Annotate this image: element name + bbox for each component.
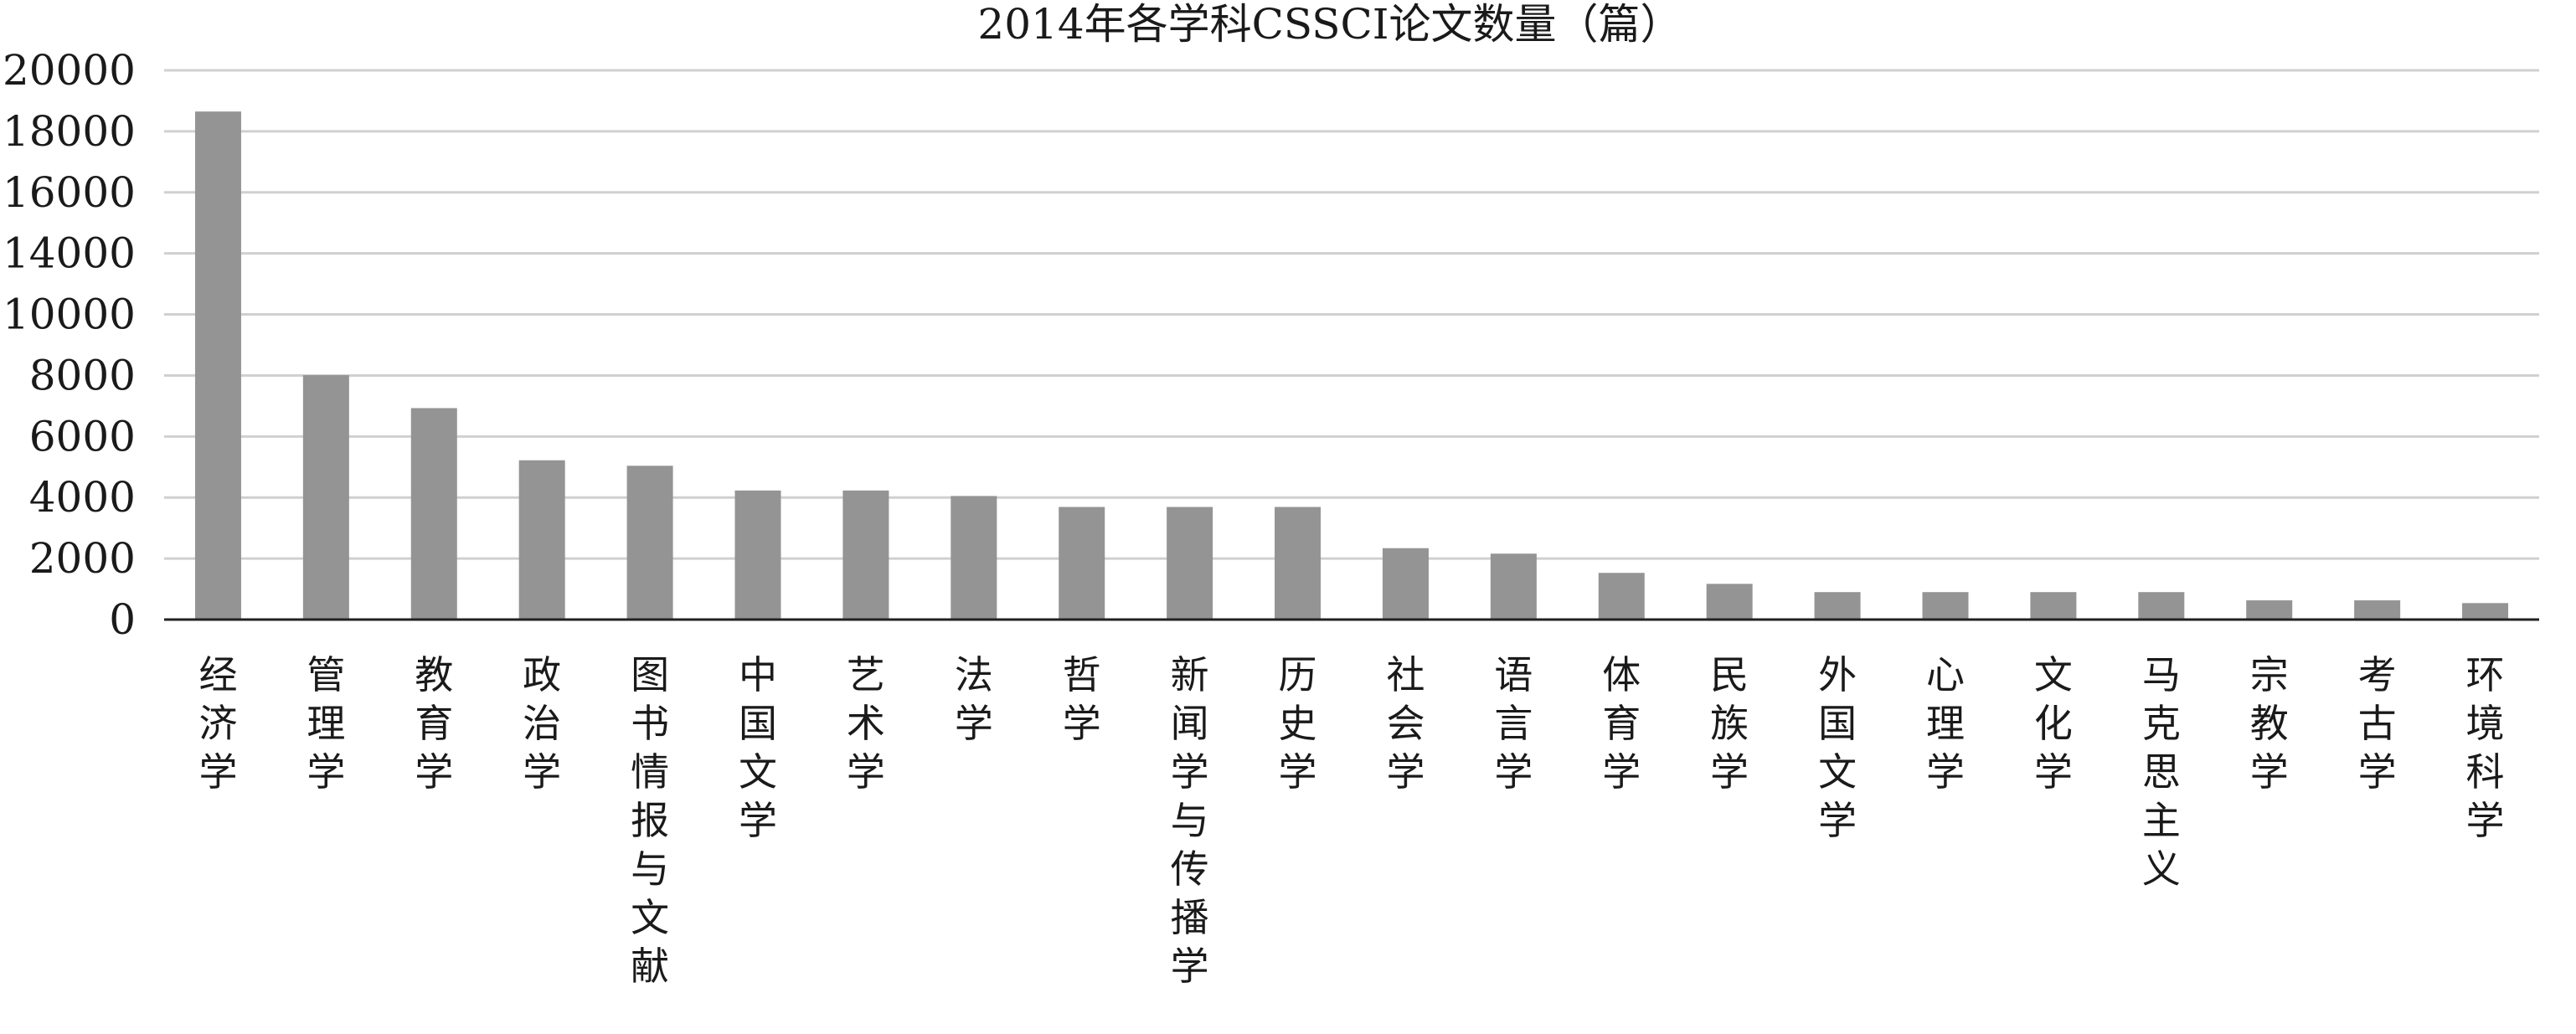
category-label: 考古学 [2358, 652, 2397, 795]
y-tick-label: 16000 [3, 168, 136, 217]
y-tick-label: 18000 [3, 107, 136, 156]
chart-title: 2014年各学科CSSCI论文数量（篇） [977, 0, 1682, 49]
bar-2 [302, 375, 349, 620]
y-tick-label: 2000 [29, 534, 136, 583]
y-tick-label: 0 [109, 595, 136, 644]
bar-3 [410, 408, 457, 620]
category-label: 政治学 [523, 652, 561, 795]
category-label: 经济学 [198, 652, 237, 795]
bar-13 [1490, 553, 1537, 620]
bars [194, 111, 2509, 620]
bar-8 [951, 496, 997, 620]
y-tick-labels: 0 2000 4000 6000 8000 10000 14000 16000 18000 200… [3, 46, 136, 644]
category-label: 马克思主义 [2142, 652, 2181, 892]
category-label: 历史学 [1279, 652, 1317, 795]
bar-4 [518, 460, 565, 620]
bar-21 [2354, 600, 2401, 620]
category-label: 宗教学 [2250, 652, 2289, 795]
bar-7 [842, 490, 889, 620]
bar-16 [1814, 592, 1861, 620]
category-label: 图书情报与文献 [631, 652, 669, 989]
y-tick-label: 8000 [29, 351, 136, 399]
bar-1 [194, 111, 241, 620]
category-label: 中国文学 [739, 652, 777, 843]
category-label: 哲学 [1063, 652, 1101, 746]
bar-5 [626, 466, 673, 620]
category-label: 艺术学 [847, 652, 885, 795]
category-label: 心理学 [1926, 652, 1965, 795]
category-label: 新闻学与传播学 [1171, 652, 1209, 989]
category-label: 社会学 [1386, 652, 1425, 795]
y-tick-label: 20000 [3, 46, 136, 95]
bar-12 [1382, 548, 1429, 620]
category-label: 语言学 [1494, 652, 1533, 795]
category-label: 文化学 [2034, 652, 2073, 795]
category-label: 环境科学 [2466, 652, 2505, 843]
y-tick-label: 10000 [3, 291, 136, 339]
bar-15 [1706, 584, 1753, 620]
y-tick-label: 14000 [3, 229, 136, 278]
bar-17 [1922, 592, 1969, 620]
bar-11 [1275, 507, 1321, 620]
bar-10 [1167, 507, 1213, 620]
bar-20 [2246, 600, 2293, 620]
bar-22 [2462, 603, 2509, 620]
category-label: 法学 [955, 652, 993, 746]
category-label: 管理学 [307, 652, 345, 795]
y-tick-label: 4000 [29, 473, 136, 522]
y-tick-label: 6000 [29, 412, 136, 460]
bar-19 [2138, 592, 2185, 620]
bar-18 [2030, 592, 2077, 620]
bar-9 [1059, 507, 1105, 620]
category-label: 外国文学 [1818, 652, 1857, 843]
category-label: 体育学 [1602, 652, 1641, 795]
bar-6 [734, 490, 781, 620]
category-label: 民族学 [1710, 652, 1749, 795]
bar-14 [1598, 573, 1645, 620]
category-label: 教育学 [415, 652, 453, 795]
